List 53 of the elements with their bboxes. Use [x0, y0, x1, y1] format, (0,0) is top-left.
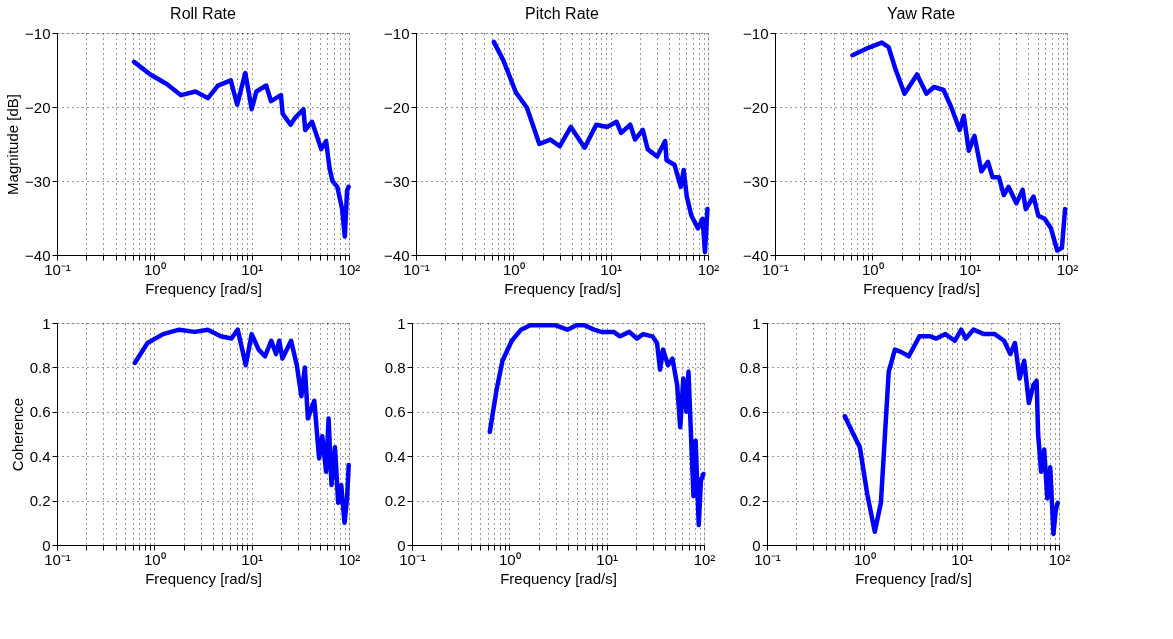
x-tick-label: 10² [1056, 260, 1079, 278]
y-tick-label: 0.6 [29, 403, 51, 421]
y-axis-title: Magnitude [dB] [4, 94, 22, 195]
x-axis-title: Frequency [rad/s] [504, 279, 621, 297]
x-tick-label: 10¹ [600, 260, 623, 278]
y-tick-label: 0.8 [29, 358, 51, 376]
x-tick-label: 10⁰ [143, 260, 166, 278]
x-tick-label: 10⁰ [861, 260, 884, 278]
y-tick-label: −20 [743, 98, 769, 116]
x-axis-title: Frequency [rad/s] [863, 279, 980, 297]
x-tick-label: 10⁰ [853, 550, 876, 568]
chart-title: Pitch Rate [525, 5, 600, 22]
x-tick-label: 10¹ [951, 550, 974, 568]
y-tick-label: 0.8 [739, 358, 761, 376]
y-tick-label: 0.6 [739, 403, 761, 421]
x-tick-label: 10⁰ [502, 260, 525, 278]
y-tick-label: 1 [42, 314, 51, 332]
y-tick-label: 0.2 [739, 492, 761, 510]
x-tick-label: 10² [697, 260, 720, 278]
chart-title: Yaw Rate [886, 5, 956, 22]
chart-title: Roll Rate [170, 5, 236, 22]
y-tick-label: 0.4 [29, 447, 51, 465]
x-tick-label: 10⁰ [143, 550, 166, 568]
x-tick-label: 10² [1048, 550, 1071, 568]
y-tick-label: 1 [752, 314, 761, 332]
y-tick-label: 0.6 [384, 403, 406, 421]
x-axis-title: Frequency [rad/s] [855, 569, 972, 587]
x-tick-label: 10¹ [241, 550, 264, 568]
y-tick-label: −20 [384, 98, 410, 116]
y-tick-label: −30 [25, 172, 51, 190]
y-tick-label: −20 [25, 98, 51, 116]
x-tick-label: 10² [338, 260, 361, 278]
x-axis-title: Frequency [rad/s] [500, 569, 617, 587]
x-axis-title: Frequency [rad/s] [145, 569, 262, 587]
y-tick-label: −10 [384, 24, 410, 42]
y-axis-title: Coherence [8, 397, 26, 472]
x-tick-label: 10⁰ [498, 550, 521, 568]
x-tick-label: 10² [338, 550, 361, 568]
x-tick-label: 10¹ [241, 260, 264, 278]
y-tick-label: 0.2 [384, 492, 406, 510]
y-tick-label: 0.8 [384, 358, 406, 376]
y-tick-label: 1 [397, 314, 406, 332]
y-tick-label: 0.4 [739, 447, 761, 465]
x-tick-label: 10² [693, 550, 716, 568]
y-tick-label: −10 [743, 24, 769, 42]
x-axis-title: Frequency [rad/s] [145, 279, 262, 297]
x-tick-label: 10¹ [596, 550, 619, 568]
y-tick-label: −30 [384, 172, 410, 190]
y-tick-label: 0.4 [384, 447, 406, 465]
y-tick-label: −30 [743, 172, 769, 190]
y-tick-label: 0.2 [29, 492, 51, 510]
y-tick-label: −10 [25, 24, 51, 42]
x-tick-label: 10¹ [959, 260, 982, 278]
